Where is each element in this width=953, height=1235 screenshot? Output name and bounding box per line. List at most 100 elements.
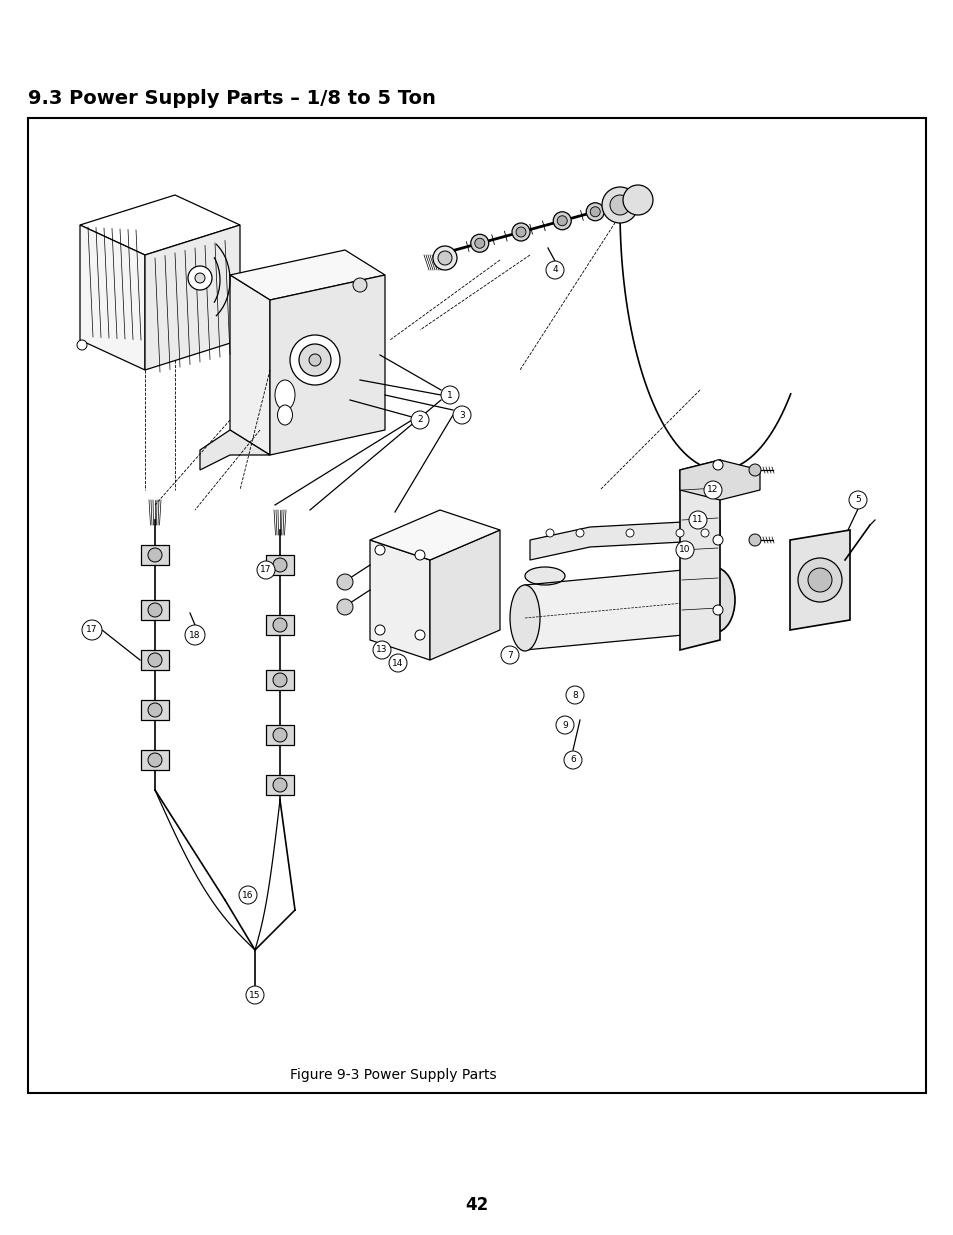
Circle shape: [246, 986, 264, 1004]
Circle shape: [415, 630, 424, 640]
Circle shape: [565, 685, 583, 704]
Bar: [266, 671, 294, 690]
Polygon shape: [80, 225, 145, 370]
Circle shape: [688, 511, 706, 529]
Circle shape: [82, 620, 102, 640]
Text: 14: 14: [392, 658, 403, 667]
Circle shape: [148, 653, 162, 667]
Text: 11: 11: [692, 515, 703, 525]
Bar: [141, 545, 169, 564]
Circle shape: [148, 603, 162, 618]
Circle shape: [797, 558, 841, 601]
Circle shape: [553, 211, 571, 230]
Circle shape: [590, 206, 599, 217]
Text: 3: 3: [458, 410, 464, 420]
Circle shape: [625, 529, 634, 537]
Circle shape: [453, 406, 471, 424]
Ellipse shape: [510, 585, 539, 651]
Circle shape: [748, 534, 760, 546]
Text: 9.3 Power Supply Parts – 1/8 to 5 Ton: 9.3 Power Supply Parts – 1/8 to 5 Ton: [28, 89, 436, 107]
Text: 4: 4: [552, 266, 558, 274]
Circle shape: [470, 235, 488, 252]
Polygon shape: [524, 567, 714, 650]
Text: 13: 13: [375, 646, 387, 655]
Text: 42: 42: [465, 1195, 488, 1214]
Circle shape: [700, 529, 708, 537]
Circle shape: [185, 625, 205, 645]
Polygon shape: [230, 249, 385, 300]
Text: 17: 17: [260, 566, 272, 574]
Circle shape: [586, 203, 603, 221]
Polygon shape: [80, 195, 240, 254]
Circle shape: [748, 464, 760, 475]
Circle shape: [848, 492, 866, 509]
Circle shape: [622, 185, 652, 215]
Circle shape: [273, 673, 287, 687]
Circle shape: [389, 655, 407, 672]
Bar: [266, 776, 294, 795]
Circle shape: [273, 727, 287, 742]
Circle shape: [239, 885, 256, 904]
Text: 2: 2: [416, 415, 422, 425]
Circle shape: [609, 195, 629, 215]
Circle shape: [440, 387, 458, 404]
Polygon shape: [679, 459, 760, 500]
Bar: [266, 725, 294, 745]
Polygon shape: [679, 459, 720, 650]
Bar: [141, 750, 169, 769]
Text: Figure 9-3 Power Supply Parts: Figure 9-3 Power Supply Parts: [290, 1068, 497, 1082]
Bar: [141, 600, 169, 620]
Circle shape: [273, 778, 287, 792]
Ellipse shape: [524, 567, 564, 585]
Text: 1: 1: [447, 390, 453, 399]
Circle shape: [375, 545, 385, 555]
Circle shape: [188, 266, 212, 290]
Ellipse shape: [274, 380, 294, 410]
Bar: [28, 119, 925, 1093]
Circle shape: [437, 251, 452, 266]
Polygon shape: [145, 225, 240, 370]
Circle shape: [148, 548, 162, 562]
Text: 12: 12: [706, 485, 718, 494]
Circle shape: [256, 561, 274, 579]
Circle shape: [512, 224, 530, 241]
Circle shape: [148, 703, 162, 718]
Polygon shape: [270, 275, 385, 454]
Circle shape: [712, 459, 722, 471]
Circle shape: [601, 186, 638, 224]
Circle shape: [194, 273, 205, 283]
Polygon shape: [789, 530, 849, 630]
Circle shape: [563, 751, 581, 769]
Circle shape: [556, 716, 574, 734]
Circle shape: [375, 625, 385, 635]
Text: 8: 8: [572, 690, 578, 699]
Circle shape: [433, 246, 456, 270]
Text: 9: 9: [561, 720, 567, 730]
Circle shape: [545, 529, 554, 537]
Circle shape: [298, 345, 331, 375]
Polygon shape: [370, 510, 499, 559]
Circle shape: [475, 238, 484, 248]
Circle shape: [411, 411, 429, 429]
Circle shape: [500, 646, 518, 664]
Circle shape: [676, 541, 693, 559]
Circle shape: [309, 354, 320, 366]
Polygon shape: [370, 540, 430, 659]
Circle shape: [273, 618, 287, 632]
Text: 16: 16: [242, 890, 253, 899]
Circle shape: [676, 529, 683, 537]
Circle shape: [148, 753, 162, 767]
Circle shape: [353, 278, 367, 291]
Circle shape: [415, 550, 424, 559]
Ellipse shape: [695, 568, 734, 632]
Text: 10: 10: [679, 546, 690, 555]
Text: 7: 7: [507, 651, 513, 659]
Circle shape: [712, 605, 722, 615]
Circle shape: [77, 340, 87, 350]
Polygon shape: [430, 530, 499, 659]
Text: 5: 5: [854, 495, 860, 505]
Polygon shape: [200, 430, 270, 471]
Circle shape: [336, 574, 353, 590]
Bar: [141, 700, 169, 720]
Bar: [266, 555, 294, 576]
